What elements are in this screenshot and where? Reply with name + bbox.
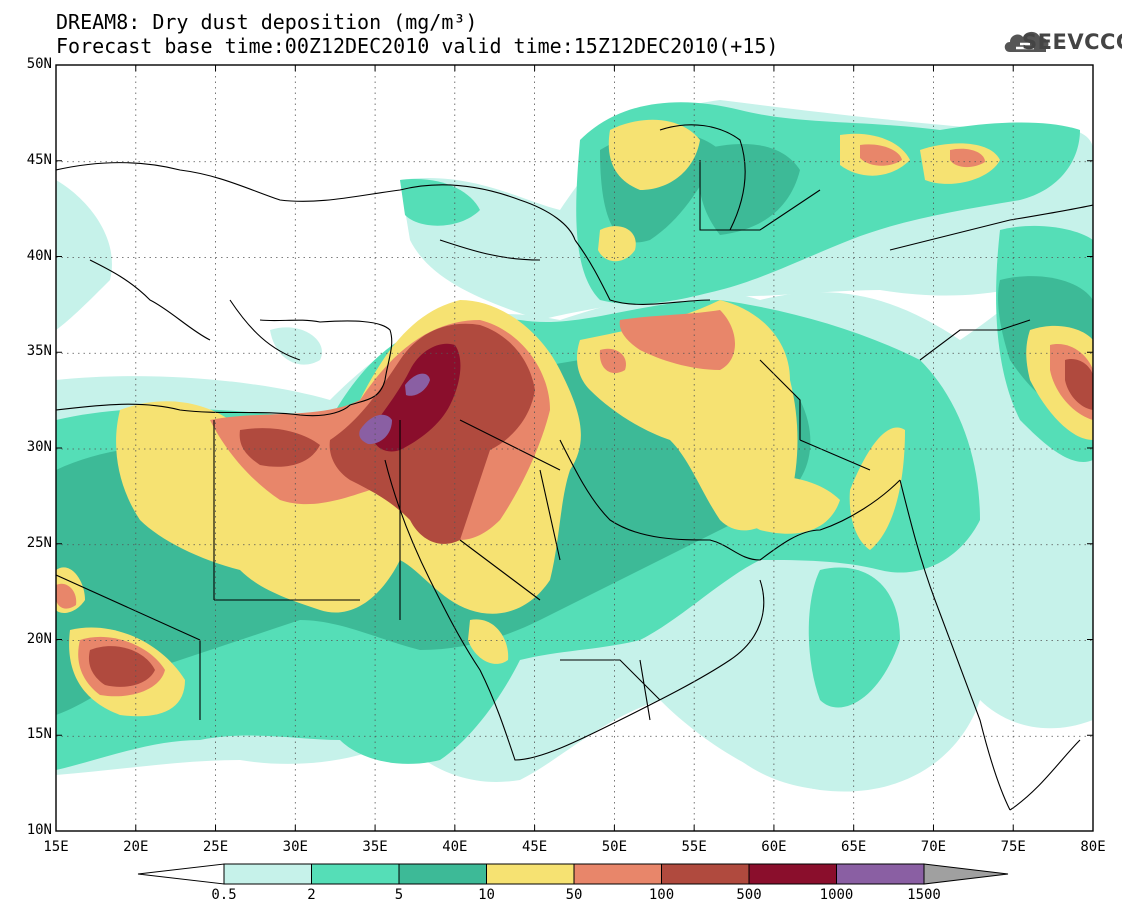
latitude-label: 25N [26, 534, 52, 551]
longitude-label: 30E [282, 839, 308, 855]
colorbar-label: 1000 [819, 887, 854, 903]
longitude-label: 25E [202, 839, 229, 855]
colorbar-label: 2 [307, 887, 316, 903]
longitude-label: 65E [841, 839, 867, 855]
longitude-label: 55E [681, 839, 707, 855]
latitude-label: 50N [26, 56, 52, 72]
map-title: DREAM8: Dry dust deposition (mg/m³) [56, 10, 478, 34]
latitude-label: 10N [26, 822, 52, 838]
longitude-label: 70E [920, 839, 947, 855]
latitude-label: 45N [26, 151, 52, 168]
dust-level-1000-1500 [359, 373, 430, 445]
latitude-label: 15N [26, 726, 52, 743]
dust-level-500-1000 [370, 343, 461, 452]
colorbar-label: 10 [478, 887, 495, 903]
cloud-icon [1004, 31, 1049, 52]
latitude-label: 40N [26, 247, 52, 264]
colorbar-label: 0.5 [211, 887, 237, 903]
map-plot-area [56, 65, 1093, 831]
forecast-time-subtitle: Forecast base time:00Z12DEC2010 valid ti… [56, 34, 779, 58]
longitude-label: 35E [362, 839, 388, 855]
colorbar-label: 50 [565, 887, 583, 903]
longitude-label: 15E [43, 839, 69, 855]
longitude-label: 75E [1000, 839, 1026, 855]
dust-level-100-500 [88, 323, 1093, 687]
graticule [56, 65, 1093, 831]
latitude-label: 35N [26, 343, 52, 360]
latitude-label: 20N [26, 630, 52, 647]
axis-ticks [55, 64, 1094, 832]
coastlines-borders [56, 124, 1093, 811]
brand-logo-text: SEEVCCC [1022, 30, 1122, 54]
longitude-label: 45E [521, 839, 548, 855]
colorbar-label: 1500 [907, 887, 941, 903]
longitude-label: 20E [123, 839, 149, 855]
longitude-label: 40E [442, 839, 468, 855]
longitude-label: 60E [761, 839, 787, 855]
colorbar-label: 5 [394, 887, 404, 903]
longitude-label: 50E [601, 839, 628, 855]
colorbar-label: 500 [736, 887, 762, 903]
colorbar-label: 100 [648, 887, 675, 903]
longitude-label: 80E [1080, 839, 1106, 855]
latitude-label: 30N [26, 439, 52, 455]
